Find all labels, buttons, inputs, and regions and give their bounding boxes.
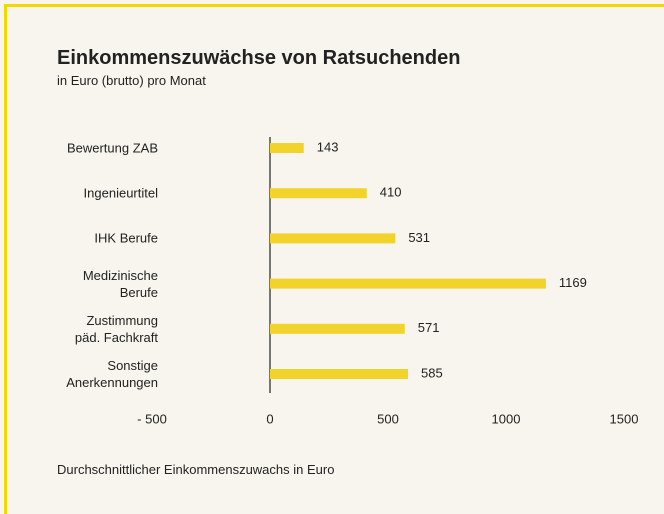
border <box>5 4 664 7</box>
bar <box>270 323 405 334</box>
value-label: 410 <box>380 185 402 200</box>
category-label: Sonstige Anerkennungen <box>66 358 158 390</box>
category-label: Ingenieurtitel <box>83 185 158 201</box>
chart-subtitle: in Euro (brutto) pro Monat <box>57 73 206 88</box>
value-label: 571 <box>418 320 440 335</box>
x-tick-label: 0 <box>266 411 273 426</box>
x-axis-label: Durchschnittlicher Einkommenszuwachs in … <box>57 462 335 477</box>
x-tick-label: 1000 <box>492 411 521 426</box>
bar <box>270 188 367 199</box>
bar <box>270 369 409 379</box>
category-label: IHK Berufe <box>94 230 158 246</box>
bar <box>270 233 396 244</box>
chart-title: Einkommenszuwächse von Ratsuchenden <box>57 47 461 69</box>
border <box>4 4 7 514</box>
value-label: 143 <box>317 139 339 154</box>
category-label: Bewertung ZAB <box>66 140 158 156</box>
value-label: 585 <box>421 365 443 380</box>
bar <box>270 278 546 289</box>
category-label: Medizinische Berufe <box>82 267 158 300</box>
category-label: Zustimmung päd. Fachkraft <box>74 312 158 345</box>
value-label: 1169 <box>559 275 587 290</box>
x-tick-label: 500 <box>377 411 399 426</box>
x-tick-label: 1500 <box>610 411 639 426</box>
bar <box>270 143 304 153</box>
value-label: 531 <box>408 230 430 245</box>
x-tick-label: - 500 <box>137 411 167 426</box>
